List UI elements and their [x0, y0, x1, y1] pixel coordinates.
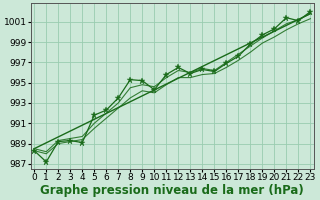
X-axis label: Graphe pression niveau de la mer (hPa): Graphe pression niveau de la mer (hPa) — [40, 184, 304, 197]
